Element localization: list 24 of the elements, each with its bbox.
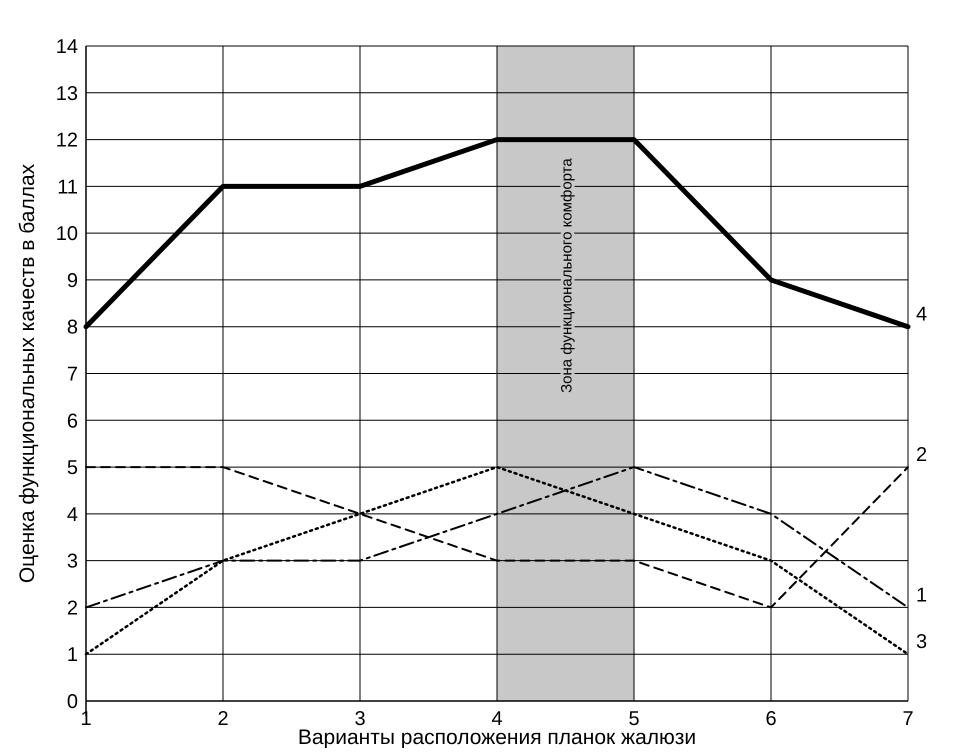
y-tick-label: 14 — [56, 36, 78, 58]
y-tick-label: 6 — [66, 410, 78, 432]
y-tick-label: 1 — [66, 644, 78, 666]
x-tick-label: 7 — [902, 708, 914, 730]
y-tick-label: 11 — [57, 176, 78, 198]
y-tick-label: 8 — [66, 316, 78, 339]
y-tick-label: 4 — [66, 504, 78, 526]
y-tick-label: 9 — [66, 270, 78, 292]
y-tick-label: 10 — [56, 223, 78, 246]
y-tick-label: 12 — [56, 130, 78, 152]
y-tick-label: 0 — [66, 691, 78, 713]
series-label: 1 — [916, 584, 928, 606]
y-tick-label: 5 — [66, 457, 78, 480]
series-label: 3 — [916, 631, 928, 654]
series-label: 2 — [916, 444, 928, 466]
y-tick-label: 2 — [66, 597, 78, 620]
band-label: Зона функционального комфорта — [558, 158, 576, 393]
x-tick-label: 2 — [217, 708, 229, 730]
y-tick-label: 7 — [66, 364, 78, 386]
x-tick-label: 6 — [765, 708, 777, 730]
series-label: 4 — [916, 304, 928, 326]
y-tick-label: 13 — [56, 82, 78, 105]
y-tick-label: 3 — [66, 550, 78, 573]
y-axis-title: Оценка функциональных качеств в баллах — [16, 163, 39, 584]
